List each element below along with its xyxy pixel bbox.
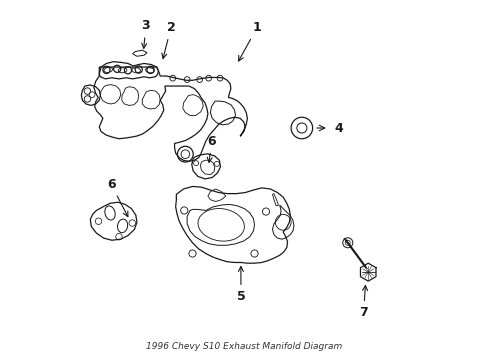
Text: 7: 7 [359, 285, 367, 319]
Text: 6: 6 [207, 135, 215, 162]
Text: 1996 Chevy S10 Exhaust Manifold Diagram: 1996 Chevy S10 Exhaust Manifold Diagram [146, 342, 342, 351]
Text: 3: 3 [142, 19, 150, 48]
Text: 4: 4 [333, 122, 342, 135]
Text: 1: 1 [238, 21, 261, 61]
Text: 5: 5 [236, 266, 245, 303]
Text: 6: 6 [106, 178, 128, 217]
Text: 2: 2 [162, 21, 175, 58]
